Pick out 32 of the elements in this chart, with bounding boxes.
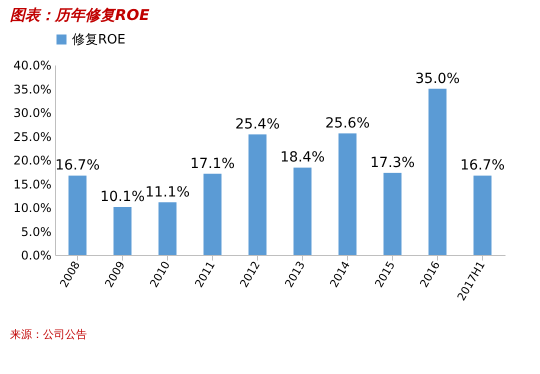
bar xyxy=(384,172,402,255)
data-label: 16.7% xyxy=(460,158,505,174)
bar xyxy=(68,176,86,255)
data-label: 17.3% xyxy=(370,154,415,171)
bar xyxy=(158,202,176,255)
data-label: 35.0% xyxy=(415,70,460,87)
y-tick-label: 5.0% xyxy=(21,224,52,239)
y-tick-label: 10.0% xyxy=(13,201,52,215)
data-label: 25.4% xyxy=(235,116,280,132)
data-label: 18.4% xyxy=(280,150,325,166)
y-tick-label: 40.0% xyxy=(13,58,52,72)
bar xyxy=(114,207,132,255)
data-label: 10.1% xyxy=(100,189,145,206)
source-note: 来源：公司公告 xyxy=(10,328,87,341)
bar xyxy=(294,168,312,255)
y-tick-label: 20.0% xyxy=(13,154,52,168)
y-tick-label: 25.0% xyxy=(13,130,52,144)
y-tick-label: 30.0% xyxy=(13,106,52,120)
data-label: 25.6% xyxy=(325,115,370,132)
chart-title: 图表：历年修复ROE xyxy=(10,6,150,24)
bar xyxy=(474,176,492,255)
data-label: 16.7% xyxy=(55,158,100,174)
bar xyxy=(248,134,266,255)
y-tick-label: 35.0% xyxy=(13,82,52,96)
legend-label: 修复ROE xyxy=(72,32,126,48)
y-tick-label: 0.0% xyxy=(21,248,52,262)
bar xyxy=(428,88,446,255)
data-label: 11.1% xyxy=(145,184,190,200)
bar xyxy=(338,133,356,255)
y-tick-label: 15.0% xyxy=(13,177,52,192)
bar xyxy=(204,174,222,255)
data-label: 17.1% xyxy=(190,156,235,172)
